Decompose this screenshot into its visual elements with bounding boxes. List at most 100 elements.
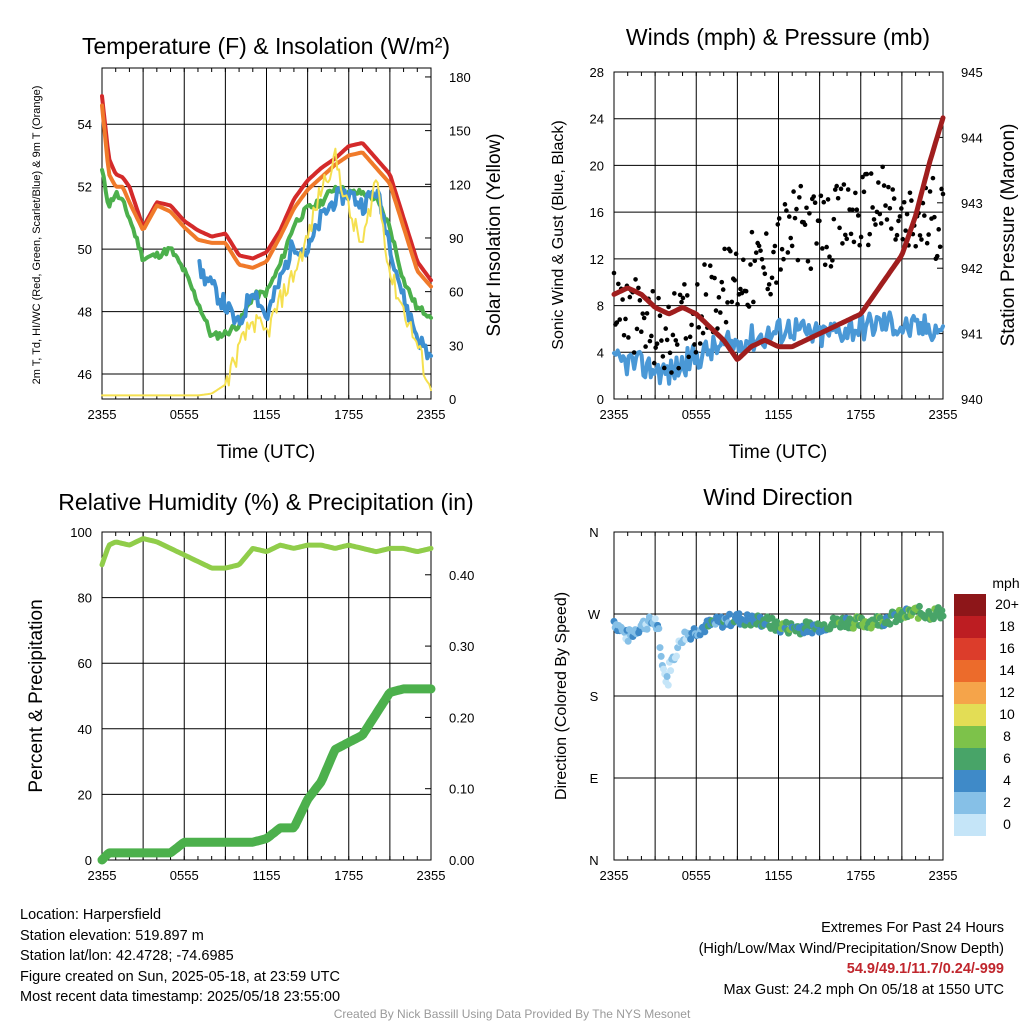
gust-point [818,193,824,199]
y-tick-label: 12 [590,252,604,267]
y2-tick-label: 60 [449,285,463,300]
gust-point [769,275,775,281]
gust-point [703,292,709,297]
gust-point [904,211,910,217]
x-tick-label: 1755 [846,407,875,422]
gust-point [913,243,919,249]
colorbar-label: 4 [1003,772,1011,788]
gust-point [828,264,834,269]
gust-point [940,191,946,197]
gust-point [802,222,808,227]
gust-point [834,183,839,189]
temperature-panel: Temperature (F) & Insolation (W/m²) Time… [31,33,505,463]
gust-point [835,195,841,201]
direction-y-label: Direction (Colored By Speed) [553,592,570,800]
y-tick-label: N [589,525,598,540]
gust-point [784,208,789,213]
gust-point [901,199,907,205]
gust-point [616,281,621,287]
gust-point [680,295,686,301]
y-tick-label: 100 [70,525,92,540]
gust-point [641,315,647,321]
y-tick-label: 20 [78,787,92,802]
gust-point [857,242,862,248]
gust-point [779,246,785,252]
colorbar-swatch [954,726,986,748]
gust-point [924,240,930,246]
gust-point [766,282,772,287]
gust-point [743,288,749,294]
direction-point [651,615,659,623]
y-tick-label: N [589,853,598,868]
gust-point [903,228,908,233]
gust-point [682,282,687,287]
gust-point [702,262,707,267]
gust-point [782,202,788,207]
gust-point [870,205,875,210]
gust-point [934,253,940,259]
direction-point [655,625,663,633]
gust-point [636,285,641,291]
gust-point [617,317,623,322]
gust-point [848,231,854,237]
gust-point [614,320,620,325]
colorbar-label: 14 [999,662,1015,678]
gust-point [804,205,809,211]
colorbar-swatch [954,616,986,638]
colorbar-label: 2 [1003,794,1011,810]
colorbar-label: 16 [999,640,1015,656]
gust-point [858,234,864,240]
gust-point [876,180,881,185]
gust-point [887,205,893,211]
gust-point [640,311,646,316]
figure-created: Figure created on Sun, 2025-05-18, at 23… [20,968,340,985]
gust-point [696,325,702,330]
gust-point [761,265,766,270]
solar-series-line [101,147,432,397]
gust-point [837,225,842,231]
solar-y2-label: Solar Insolation (Yellow) [484,133,505,336]
y-tick-label: 4 [597,345,604,360]
y2-tick-label: 0.40 [449,568,474,583]
gust-point [926,232,931,237]
gust-point [673,338,679,343]
colorbar-label: 10 [999,706,1015,722]
gust-point [725,300,730,305]
heat_index-series-line [100,103,433,289]
direction-point [939,612,947,620]
direction-point [938,607,946,615]
gust-point [888,226,894,231]
gust-point [687,334,693,340]
gust-point [795,257,801,263]
gust-point [627,294,633,300]
x-tick-label: 0555 [682,407,711,422]
y2-tick-label: 90 [449,231,463,246]
temp-series-line [100,94,433,283]
y2-tick-label: 0.00 [449,853,474,868]
direction-point [735,610,743,618]
y-tick-label: 20 [590,158,604,173]
x-tick-label: 1755 [334,407,363,422]
gust-point [827,254,832,260]
y2-tick-label: 180 [449,70,471,85]
x-tick-label: 1755 [334,868,363,883]
gust-point [720,287,726,292]
gust-point [824,244,829,250]
temperature-x-label: Time (UTC) [217,442,316,463]
gust-point [937,244,943,250]
gust-point [669,370,674,375]
gust-point [659,338,664,343]
gust-point [733,251,739,257]
colorbar-swatch [954,748,986,770]
gust-point [845,187,851,192]
gust-point [900,236,906,242]
gust-point [817,218,822,224]
gust-point [830,258,835,263]
gust-point [719,279,725,285]
gust-point [637,298,643,303]
y-tick-label: 16 [590,205,604,220]
direction-point [624,637,632,645]
x-tick-label: 1155 [253,868,281,883]
y2-tick-label: 0.20 [449,710,474,725]
gust-point [932,214,937,220]
